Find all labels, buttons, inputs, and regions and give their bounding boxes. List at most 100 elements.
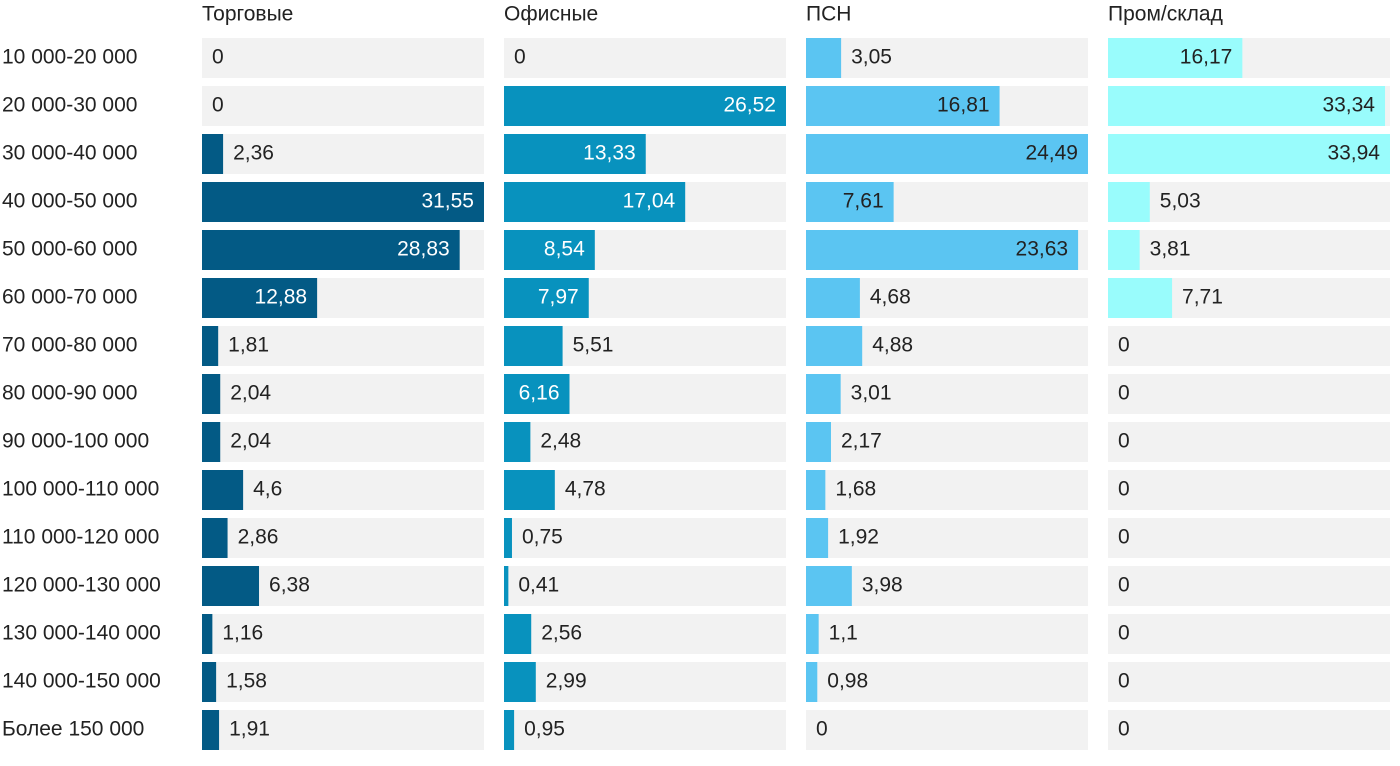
row-background (1108, 326, 1390, 366)
value-label: 33,94 (1327, 142, 1380, 165)
bar (202, 518, 228, 558)
value-label: 0 (816, 718, 828, 741)
value-label: 33,34 (1322, 94, 1375, 117)
panel-title: Офисные (504, 3, 598, 26)
value-label: 0 (1118, 622, 1130, 645)
value-label: 2,04 (230, 430, 271, 453)
value-label: 8,54 (544, 238, 585, 261)
bar (1108, 134, 1390, 174)
value-label: 3,05 (851, 46, 892, 69)
bar (504, 230, 595, 270)
bar (806, 662, 818, 702)
bar (504, 710, 515, 750)
row-background (504, 38, 786, 78)
bar (806, 566, 852, 606)
bar (806, 326, 863, 366)
bar (202, 662, 217, 702)
value-label: 0 (212, 94, 224, 117)
bar (806, 86, 1000, 126)
bar (806, 470, 826, 510)
value-label: 5,03 (1160, 190, 1201, 213)
row-background (806, 518, 1088, 558)
value-label: 16,81 (937, 94, 990, 117)
bar (202, 230, 460, 270)
value-label: 0 (1118, 334, 1130, 357)
row-background (504, 710, 786, 750)
value-label: 0,95 (524, 718, 565, 741)
bar (806, 134, 1088, 174)
category-label: 60 000-70 000 (2, 286, 137, 309)
row-background (806, 566, 1088, 606)
value-label: 4,88 (872, 334, 913, 357)
value-label: 1,91 (229, 718, 270, 741)
row-background (504, 518, 786, 558)
row-background (1108, 518, 1390, 558)
bar (806, 518, 829, 558)
value-label: 4,6 (253, 478, 282, 501)
value-label: 0 (1118, 478, 1130, 501)
value-label: 0 (212, 46, 224, 69)
bar (806, 422, 831, 462)
bar (806, 38, 842, 78)
value-label: 0 (1118, 574, 1130, 597)
value-label: 7,97 (538, 286, 579, 309)
category-label: 110 000-120 000 (2, 526, 159, 549)
bar (1108, 230, 1140, 270)
row-background (202, 710, 484, 750)
value-label: 23,63 (1016, 238, 1069, 261)
bar (504, 662, 536, 702)
bar (202, 278, 318, 318)
row-background (504, 422, 786, 462)
value-label: 2,36 (233, 142, 274, 165)
row-background (202, 86, 484, 126)
value-label: 26,52 (723, 94, 776, 117)
value-label: 6,16 (519, 382, 560, 405)
value-label: 28,83 (397, 238, 450, 261)
row-background (1108, 422, 1390, 462)
bar (1108, 182, 1150, 222)
bar (202, 566, 260, 606)
panel-title: ПСН (806, 3, 851, 26)
row-background (1108, 182, 1390, 222)
bar (202, 182, 484, 222)
category-label: 140 000-150 000 (2, 670, 161, 693)
bar (504, 518, 512, 558)
bar (504, 566, 509, 606)
row-background (1108, 230, 1390, 270)
value-label: 0 (1118, 430, 1130, 453)
bar (504, 134, 646, 174)
row-background (202, 470, 484, 510)
value-label: 0 (514, 46, 526, 69)
value-label: 17,04 (623, 190, 676, 213)
row-background (1108, 614, 1390, 654)
value-label: 0 (1118, 382, 1130, 405)
row-background (1108, 566, 1390, 606)
value-label: 3,98 (862, 574, 903, 597)
row-background (202, 134, 484, 174)
value-label: 1,81 (228, 334, 269, 357)
category-label: 130 000-140 000 (2, 622, 161, 645)
category-label: 100 000-110 000 (2, 478, 159, 501)
category-label: 70 000-80 000 (2, 334, 137, 357)
row-background (806, 422, 1088, 462)
value-label: 24,49 (1025, 142, 1078, 165)
row-background (202, 38, 484, 78)
category-label: Более 150 000 (2, 718, 144, 741)
value-label: 2,86 (238, 526, 279, 549)
bar (504, 326, 563, 366)
bar (806, 278, 860, 318)
panel-title: Торговые (202, 3, 293, 26)
category-label: 40 000-50 000 (2, 190, 137, 213)
row-background (504, 662, 786, 702)
bar (202, 134, 224, 174)
row-background (806, 470, 1088, 510)
row-background (806, 614, 1088, 654)
value-label: 0 (1118, 526, 1130, 549)
bar (806, 374, 841, 414)
value-label: 0,41 (518, 574, 559, 597)
bar (504, 278, 589, 318)
row-background (202, 374, 484, 414)
bar (504, 470, 555, 510)
row-background (1108, 710, 1390, 750)
bar (202, 614, 213, 654)
